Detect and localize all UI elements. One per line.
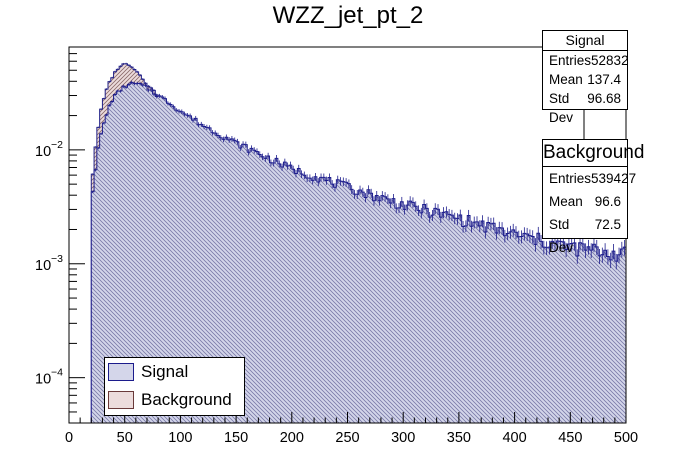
legend-label-signal: Signal <box>141 362 189 381</box>
y-tick-label-base: 10 <box>35 258 51 274</box>
legend-item-background: Background <box>105 386 244 414</box>
background-stats-title: Background <box>543 140 644 167</box>
legend-label-background: Background <box>141 390 232 409</box>
legend-item-signal: Signal <box>105 358 244 386</box>
x-tick-label: 150 <box>224 430 248 446</box>
signal-fill <box>91 82 626 423</box>
signal-stddev-value: 96.68 <box>587 91 621 106</box>
x-tick-label: 400 <box>502 430 526 446</box>
x-tick-label: 100 <box>168 430 192 446</box>
background-entries-value: 539427 <box>591 171 637 186</box>
signal-stats-title: Signal <box>543 31 627 51</box>
y-tick-label-exp: −2 <box>51 139 63 151</box>
y-tick-label-base: 10 <box>35 372 51 388</box>
x-tick-label: 0 <box>65 430 73 446</box>
legend: Signal Background <box>104 357 245 416</box>
x-tick-label: 500 <box>614 430 638 446</box>
background-mean-value: 96.6 <box>594 194 621 209</box>
x-tick-label: 50 <box>117 430 133 446</box>
background-mean-label: Mean <box>549 194 583 209</box>
legend-swatch-background <box>108 391 134 409</box>
background-stddev-label: Std Dev <box>549 217 574 255</box>
x-tick-label: 450 <box>558 430 582 446</box>
background-entries-label: Entries <box>549 171 592 186</box>
signal-entries-label: Entries <box>549 53 592 68</box>
x-tick-label: 200 <box>280 430 304 446</box>
x-tick-label: 250 <box>335 430 359 446</box>
x-tick-label: 300 <box>391 430 415 446</box>
chart-title: WZZ_jet_pt_2 <box>272 2 424 29</box>
y-tick-label-exp: −3 <box>51 253 63 265</box>
signal-mean-value: 137.4 <box>587 72 621 87</box>
signal-stats-box: Signal Entries 52832 Mean 137.4 Std Dev 96.… <box>542 30 629 125</box>
legend-swatch-signal <box>108 363 134 381</box>
y-tick-label-base: 10 <box>35 144 51 160</box>
background-stddev-value: 72.5 <box>594 217 621 232</box>
background-stats-box: Background Entries 539427 Mean 96.6 Std De… <box>542 139 644 255</box>
signal-mean-label: Mean <box>549 72 583 87</box>
signal-entries-value: 52832 <box>591 53 629 68</box>
y-tick-label-exp: −4 <box>51 367 63 379</box>
x-tick-label: 350 <box>447 430 471 446</box>
signal-outline <box>90 81 626 423</box>
signal-stddev-label: Std Dev <box>549 91 574 125</box>
